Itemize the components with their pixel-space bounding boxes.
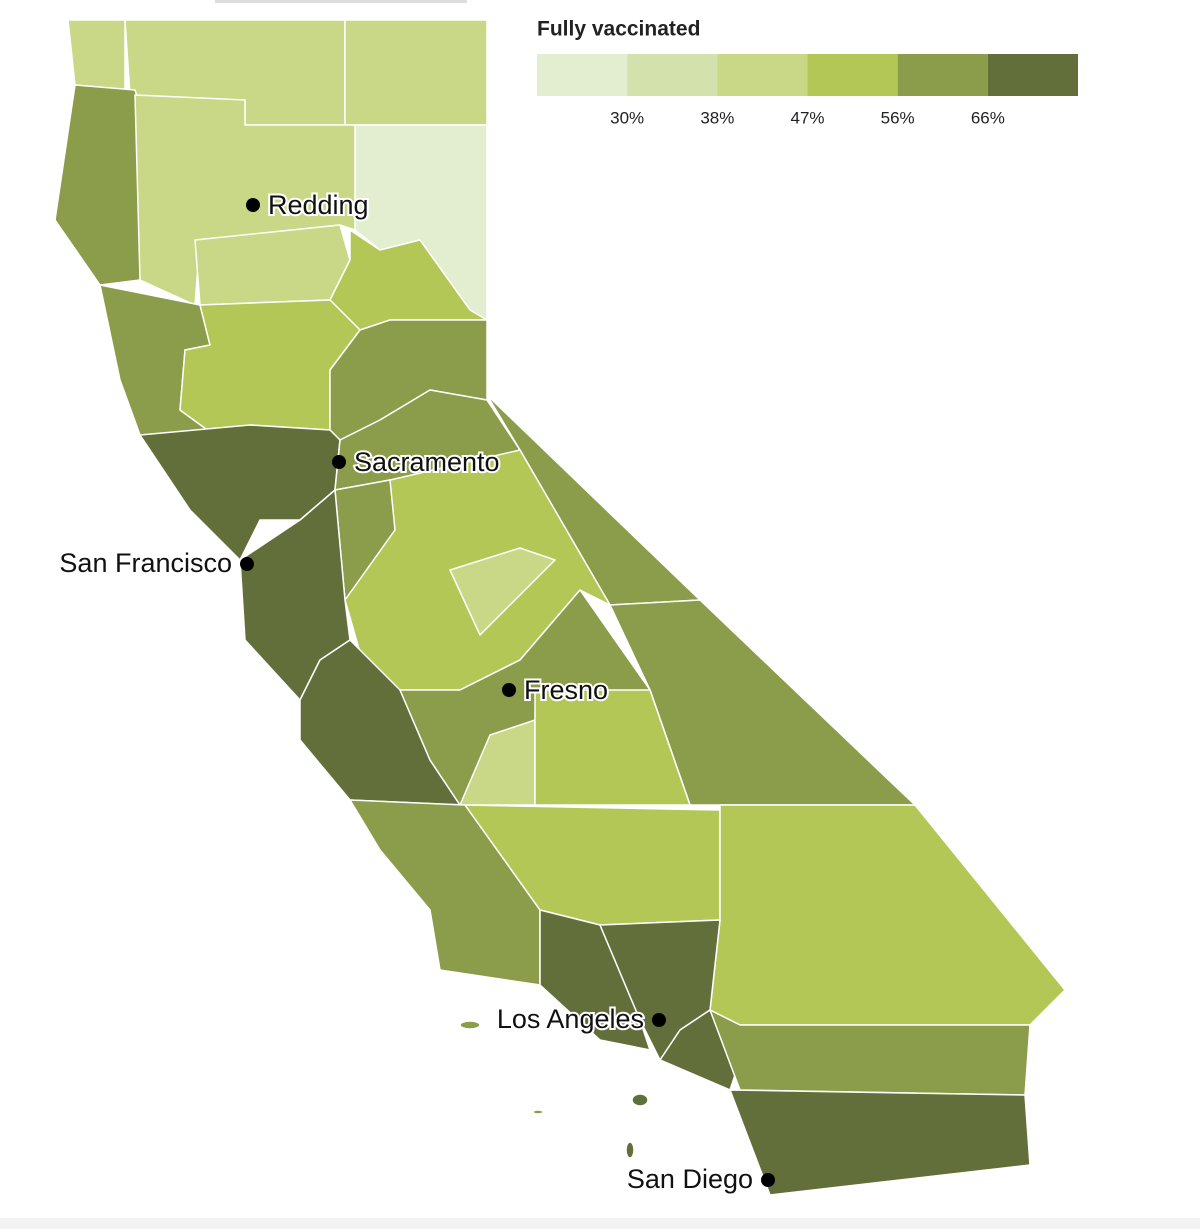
bottom-bar (0, 1218, 1200, 1229)
legend-swatch (627, 54, 718, 96)
top-bar (215, 0, 467, 3)
city-label: San Francisco (59, 548, 232, 578)
county (532, 1109, 544, 1115)
legend-swatch (987, 54, 1078, 96)
county (67, 19, 126, 91)
legend-title: Fully vaccinated (537, 18, 700, 41)
county (625, 1141, 635, 1159)
county (709, 1009, 1031, 1096)
legend-tick-label: 56% (881, 108, 915, 127)
county (729, 1089, 1031, 1196)
county (344, 19, 488, 126)
county (459, 1020, 481, 1030)
city-label: Redding (268, 190, 369, 220)
city-dot (246, 198, 260, 212)
city-label: Fresno (524, 675, 608, 705)
legend-swatch (537, 54, 628, 96)
city-label: Los Angeles (497, 1004, 644, 1034)
counties (54, 19, 1066, 1196)
legend-tick-label: 66% (971, 108, 1005, 127)
county (449, 547, 556, 636)
city-label: Sacramento (354, 447, 500, 477)
legend-swatch (897, 54, 988, 96)
city-label: San Diego (627, 1164, 753, 1194)
legend-swatch (807, 54, 898, 96)
legend-swatch (717, 54, 808, 96)
city-dot (502, 683, 516, 697)
city-dot (652, 1013, 666, 1027)
county (534, 689, 691, 806)
city-dot (240, 557, 254, 571)
county (709, 804, 1066, 1026)
county (631, 1093, 649, 1107)
city-markers: Redding Sacramento San Francisco Fresno … (57, 188, 775, 1196)
city-dot (332, 455, 346, 469)
city-dot (761, 1173, 775, 1187)
legend-tick-label: 30% (610, 108, 644, 127)
county (134, 94, 356, 306)
legend-tick-label: 47% (790, 108, 824, 127)
county (194, 224, 351, 306)
legend-tick-label: 38% (700, 108, 734, 127)
legend: 30% 38% 47% 56% 66% (537, 54, 1078, 127)
